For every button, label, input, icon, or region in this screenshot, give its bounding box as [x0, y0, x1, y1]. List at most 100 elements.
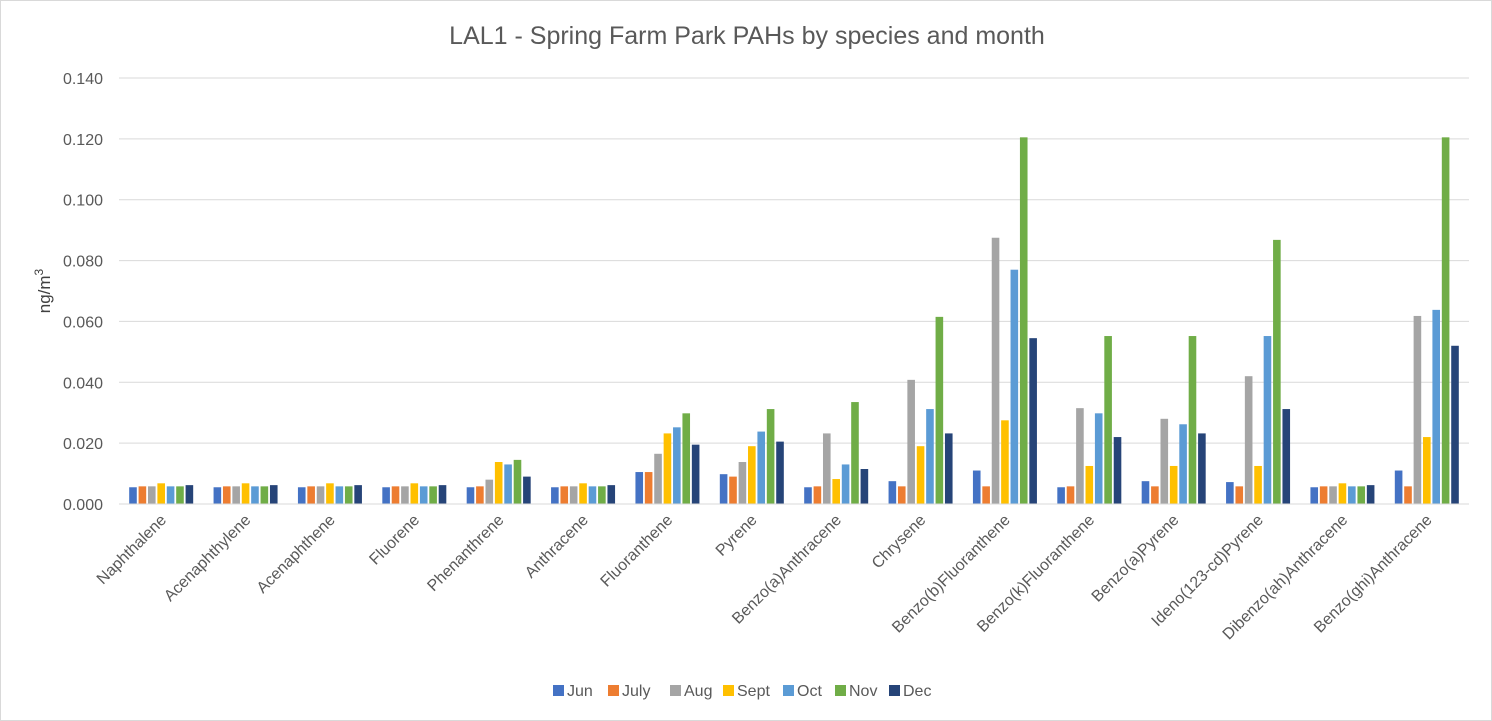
- x-category-label: Chrysene: [869, 512, 930, 573]
- bar: [1010, 269, 1019, 504]
- bar: [138, 486, 147, 504]
- legend-item[interactable]: Aug: [670, 683, 712, 700]
- legend-swatch: [889, 685, 900, 696]
- bar: [494, 462, 503, 504]
- bar: [579, 483, 587, 504]
- bar: [822, 433, 831, 504]
- bar: [991, 237, 1000, 504]
- bar: [1348, 486, 1356, 504]
- bar: [729, 476, 737, 504]
- x-category-label: Acenaphthene: [254, 512, 339, 597]
- bar: [1319, 486, 1328, 504]
- bar: [766, 409, 775, 504]
- bar: [269, 485, 278, 504]
- bar: [1310, 487, 1319, 504]
- bar: [1160, 418, 1169, 504]
- bar: [935, 316, 944, 504]
- y-axis-ticks: 0.000 0.020 0.040 0.060 0.080 0.100 0.120 0.140: [63, 71, 103, 514]
- bar: [1273, 239, 1281, 504]
- legend-item[interactable]: Dec: [889, 683, 931, 700]
- legend-item[interactable]: Nov: [835, 683, 877, 700]
- bar: [251, 486, 259, 504]
- bar: [972, 470, 981, 504]
- y-tick-label: 0.000: [63, 497, 103, 514]
- x-category-label: Benzo(a)Pyrene: [1089, 512, 1183, 606]
- bar: [944, 433, 953, 504]
- bar: [1357, 486, 1366, 504]
- bar: [776, 441, 784, 504]
- legend-item[interactable]: Oct: [783, 683, 822, 700]
- bar: [607, 485, 616, 504]
- x-category-label: Pyrene: [713, 512, 761, 560]
- y-tick-label: 0.020: [63, 436, 103, 453]
- bar: [382, 487, 390, 504]
- bar: [166, 486, 175, 504]
- y-tick-label: 0.040: [63, 375, 103, 392]
- bar: [260, 486, 269, 504]
- bar: [635, 472, 644, 504]
- bar: [157, 483, 165, 504]
- legend-item[interactable]: Sept: [723, 683, 770, 700]
- bar: [1441, 137, 1450, 505]
- bar: [982, 486, 990, 504]
- bar: [523, 476, 531, 504]
- bar: [804, 487, 812, 504]
- x-category-label: Fluorene: [366, 512, 423, 569]
- bar: [176, 486, 184, 504]
- bar: [1413, 315, 1422, 504]
- bar: [147, 486, 156, 504]
- bar: [297, 487, 306, 504]
- legend-item[interactable]: Jun: [553, 683, 593, 700]
- bar: [1198, 433, 1206, 504]
- bar: [1113, 437, 1122, 504]
- legend-item[interactable]: July: [608, 683, 650, 700]
- bar: [438, 485, 447, 504]
- bar: [401, 486, 409, 504]
- bar: [410, 483, 419, 504]
- bar: [841, 464, 850, 504]
- legend-swatch: [608, 685, 619, 696]
- y-axis-title: ng/m3: [32, 268, 54, 313]
- bar: [485, 479, 494, 504]
- legend-swatch: [835, 685, 846, 696]
- bar: [598, 486, 606, 504]
- bar: [1244, 376, 1253, 504]
- bar: [1329, 486, 1337, 504]
- bar: [1235, 486, 1244, 504]
- y-axis-title-text: ng/m: [35, 275, 54, 313]
- bar: [316, 486, 325, 504]
- bar: [466, 487, 475, 504]
- bar: [1104, 336, 1112, 504]
- bar: [185, 485, 194, 504]
- bar: [1066, 486, 1075, 504]
- bar: [832, 479, 840, 504]
- bar: [1151, 486, 1159, 504]
- bar: [926, 409, 934, 504]
- bar: [213, 487, 222, 504]
- bar: [326, 483, 334, 504]
- y-tick-label: 0.120: [63, 132, 103, 149]
- legend-swatch: [783, 685, 794, 696]
- bar: [344, 486, 353, 504]
- legend-label: Jun: [567, 683, 593, 700]
- legend[interactable]: Jun July Aug Sept Oct Nov Dec: [553, 683, 931, 700]
- y-tick-label: 0.080: [63, 254, 103, 271]
- bar: [1254, 465, 1262, 504]
- bar: [1019, 137, 1028, 505]
- bar: [654, 453, 662, 504]
- y-tick-label: 0.100: [63, 193, 103, 210]
- bar: [241, 483, 250, 504]
- legend-swatch: [553, 685, 564, 696]
- bar: [1338, 483, 1347, 504]
- bar: [888, 481, 897, 504]
- bars: [129, 137, 1459, 505]
- x-category-label: Anthracene: [522, 512, 592, 582]
- bar: [1076, 408, 1084, 504]
- legend-label: Oct: [797, 683, 822, 700]
- bar: [391, 486, 400, 504]
- y-tick-label: 0.060: [63, 314, 103, 331]
- bar: [1169, 465, 1178, 504]
- bar: [907, 379, 915, 504]
- bar: [1366, 485, 1375, 504]
- bar: [588, 486, 597, 504]
